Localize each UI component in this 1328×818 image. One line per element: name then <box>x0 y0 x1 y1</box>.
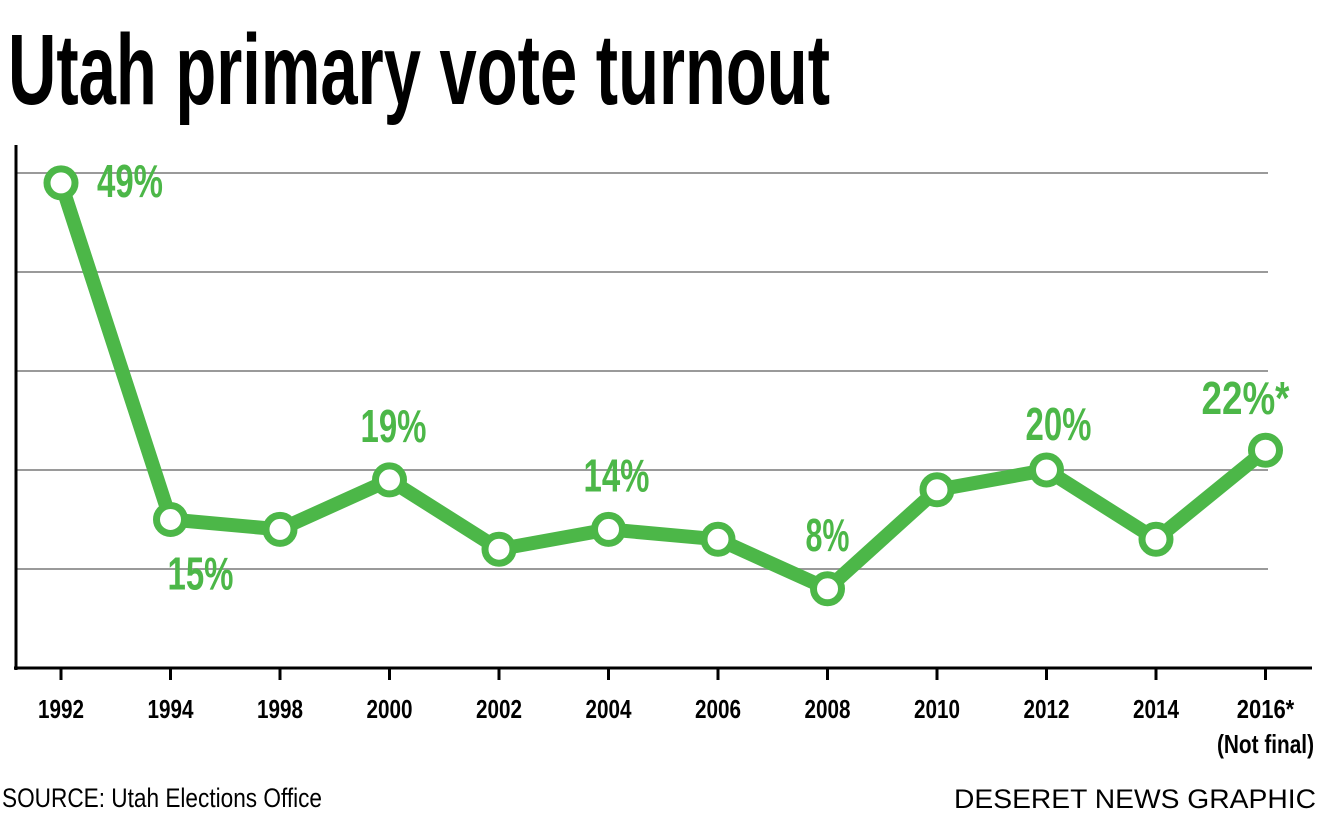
point <box>153 502 188 537</box>
point <box>43 165 79 201</box>
point <box>919 472 955 508</box>
value-label: 22%* <box>1202 372 1290 424</box>
point <box>1248 432 1283 468</box>
point <box>1029 452 1064 488</box>
x-tick-label: 2016* <box>1237 694 1295 724</box>
value-label: 14% <box>584 449 650 501</box>
source: SOURCE: Utah Elections Office <box>2 783 322 813</box>
value-label: 49% <box>97 155 163 207</box>
x-tick-label: 2000 <box>367 694 413 724</box>
x-tick-label: 2006 <box>695 694 741 724</box>
x-tick-label: 1992 <box>38 694 84 724</box>
value-label: 20% <box>1026 398 1092 450</box>
point <box>262 511 298 547</box>
x-tick-label: 2008 <box>805 694 851 724</box>
credit: DESERET NEWS GRAPHIC <box>954 784 1316 814</box>
value-label: 8% <box>806 509 850 561</box>
point <box>372 462 407 498</box>
x-tick-label: 2012 <box>1024 694 1070 724</box>
point <box>591 511 626 547</box>
x-tick-note: (Not final) <box>1217 729 1314 759</box>
point <box>481 531 517 567</box>
x-tick-label: 1994 <box>148 694 194 724</box>
x-tick-label: 2014 <box>1133 694 1179 724</box>
x-tick-label: 2004 <box>586 694 632 724</box>
point <box>810 571 845 607</box>
point <box>700 521 736 557</box>
value-label: 19% <box>361 400 427 452</box>
line <box>54 180 1270 596</box>
chart-title: Utah primary vote turnout <box>8 14 830 126</box>
x-tick-label: 2002 <box>476 694 522 724</box>
x-tick-label: 2010 <box>914 694 960 724</box>
point <box>1138 521 1174 557</box>
value-label: 15% <box>168 548 234 600</box>
x-tick-label: 1998 <box>257 694 303 724</box>
